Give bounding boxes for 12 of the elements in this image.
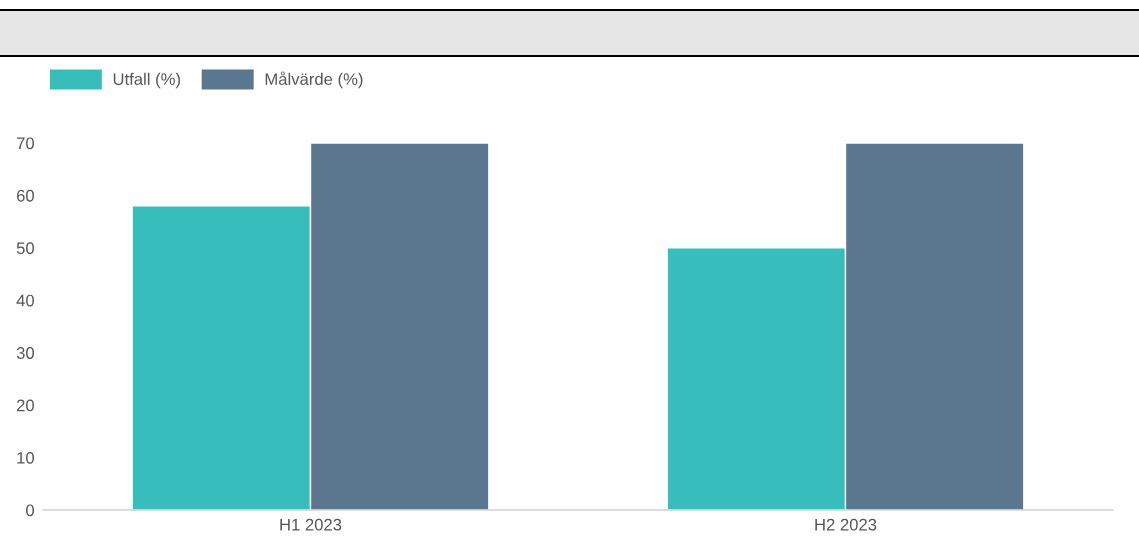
x-tick-label: H1 2023 (280, 518, 342, 531)
y-tick-label: 40 (16, 294, 35, 307)
y-tick-label: 50 (16, 242, 35, 255)
y-tick-label: 70 (16, 137, 35, 150)
y-tick-label: 60 (16, 189, 35, 202)
y-tick-label: 20 (16, 399, 35, 412)
legend-label: Utfall (%) (113, 72, 180, 89)
x-tick-label: H2 2023 (815, 518, 877, 531)
legend-label: Målvärde (%) (265, 71, 363, 89)
y-tick-label: 10 (17, 451, 35, 464)
y-tick-label: 0 (26, 504, 35, 517)
y-tick-label: 30 (16, 347, 35, 359)
